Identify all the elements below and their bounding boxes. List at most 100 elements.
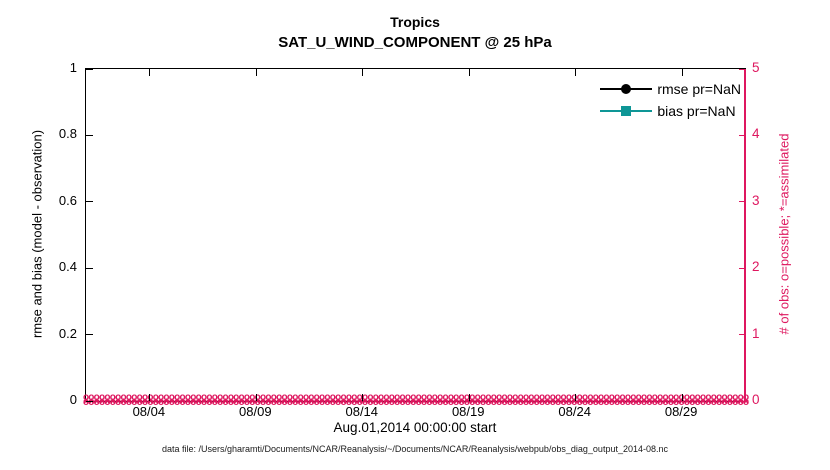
- possible-obs-marker: o: [517, 392, 524, 403]
- x-tick-label: 08/24: [558, 404, 591, 419]
- tick-mark: [681, 394, 683, 401]
- possible-obs-marker: o: [667, 392, 674, 403]
- possible-obs-marker: o: [200, 392, 208, 403]
- possible-obs-marker: o: [147, 392, 154, 403]
- possible-obs-marker: o: [104, 392, 111, 403]
- possible-obs-marker: o: [646, 392, 653, 403]
- possible-obs-marker: o: [313, 392, 320, 403]
- possible-obs-marker: o: [592, 392, 599, 403]
- possible-obs-marker: o: [512, 392, 519, 403]
- possible-obs-marker: o: [308, 392, 315, 403]
- left-tick-label: 0.6: [58, 192, 77, 208]
- possible-obs-marker: o: [447, 392, 454, 403]
- possible-obs-marker: o: [324, 392, 331, 403]
- possible-obs-marker: o: [716, 392, 723, 403]
- possible-obs-marker: o: [614, 392, 621, 403]
- left-tick-label: 0.2: [58, 325, 77, 341]
- possible-obs-marker: o: [420, 392, 428, 403]
- possible-obs-marker: o: [501, 392, 508, 403]
- assimilated-obs-marker: *: [416, 395, 422, 411]
- tick-mark: [739, 134, 746, 136]
- possible-obs-marker: o: [297, 392, 304, 403]
- plot-subtitle: SAT_U_WIND_COMPONENT @ 25 hPa: [278, 34, 552, 51]
- x-tick-label: 08/09: [239, 404, 272, 419]
- possible-obs-marker: o: [640, 392, 648, 403]
- possible-obs-marker: o: [195, 397, 202, 408]
- tick-mark: [86, 134, 93, 136]
- possible-obs-marker: o: [522, 392, 530, 403]
- possible-obs-marker: o: [367, 392, 374, 403]
- possible-obs-marker: o: [120, 392, 127, 403]
- possible-obs-marker: o: [249, 392, 256, 403]
- right-tick-label: 0: [752, 392, 760, 407]
- possible-obs-marker: o: [233, 392, 240, 403]
- right-axis-label: # of obs: o=possible; *=assimilated: [776, 133, 792, 335]
- possible-obs-marker: o: [549, 392, 556, 403]
- right-axis-spine: [744, 69, 746, 401]
- possible-obs-marker: o: [152, 392, 159, 403]
- tick-mark: [86, 400, 93, 402]
- possible-obs-marker: o: [630, 392, 637, 403]
- possible-obs-marker: o: [351, 392, 358, 403]
- x-axis-label: Aug.01,2014 00:00:00 start: [333, 420, 497, 435]
- possible-obs-marker: o: [598, 392, 605, 403]
- assimilated-obs-marker: *: [620, 395, 626, 411]
- possible-obs-marker: o: [485, 392, 492, 403]
- possible-obs-marker: o: [587, 392, 594, 403]
- possible-obs-marker: o: [217, 392, 224, 403]
- x-tick-label: 08/19: [451, 404, 485, 419]
- possible-obs-marker: o: [82, 392, 90, 403]
- assimilated-obs-marker: *: [94, 395, 100, 411]
- possible-obs-marker: o: [238, 392, 245, 403]
- tick-mark: [255, 69, 257, 76]
- possible-obs-marker: o: [721, 392, 728, 403]
- possible-obs-marker: o: [404, 392, 411, 403]
- possible-obs-marker: o: [184, 392, 191, 403]
- possible-obs-marker: o: [657, 392, 664, 403]
- possible-obs-marker: o: [200, 397, 208, 408]
- possible-obs-marker: o: [528, 392, 535, 403]
- possible-obs-marker: o: [410, 392, 417, 403]
- possible-obs-marker: o: [700, 392, 707, 403]
- assimilated-obs-marker: *: [196, 395, 202, 411]
- possible-obs-marker: o: [378, 392, 385, 403]
- possible-obs-marker: o: [136, 392, 143, 403]
- possible-obs-marker: o: [286, 392, 293, 403]
- assimilated-obs-marker: *: [738, 395, 744, 411]
- possible-obs-marker: o: [276, 392, 283, 403]
- possible-obs-marker: o: [131, 392, 138, 403]
- right-tick-label: 1: [752, 325, 760, 341]
- possible-obs-marker: o: [555, 392, 562, 403]
- possible-obs-marker: o: [319, 392, 326, 403]
- possible-obs-marker: o: [619, 397, 626, 408]
- possible-obs-marker: o: [458, 392, 465, 403]
- assimilated-obs-marker: *: [308, 395, 314, 411]
- tick-mark: [739, 267, 746, 269]
- tick-mark: [468, 394, 470, 401]
- tick-mark: [468, 69, 470, 76]
- possible-obs-marker: o: [394, 392, 401, 403]
- possible-obs-marker: o: [737, 392, 744, 403]
- legend: rmse pr=NaN bias pr=NaN: [600, 78, 741, 122]
- possible-obs-marker: o: [260, 392, 267, 403]
- possible-obs-marker: o: [168, 392, 175, 403]
- left-tick-label: 1: [69, 60, 77, 75]
- possible-obs-marker: o: [469, 392, 476, 403]
- legend-entry: bias pr=NaN: [600, 100, 741, 122]
- plot-title: Tropics: [390, 14, 440, 30]
- possible-obs-marker: o: [158, 392, 165, 403]
- right-tick-label: 5: [752, 60, 760, 75]
- possible-obs-marker: o: [517, 397, 524, 408]
- left-axis-label: rmse and bias (model - observation): [29, 129, 45, 339]
- possible-obs-marker: o: [581, 392, 589, 403]
- possible-obs-marker: o: [426, 392, 433, 403]
- possible-obs-marker: o: [651, 392, 658, 403]
- possible-obs-marker: o: [93, 397, 100, 408]
- tick-mark: [575, 394, 577, 401]
- assimilated-obs-marker: *: [732, 395, 738, 411]
- possible-obs-marker: o: [522, 397, 530, 408]
- possible-obs-marker: o: [732, 397, 739, 408]
- tick-mark: [86, 201, 93, 203]
- square-marker-icon: [621, 106, 632, 116]
